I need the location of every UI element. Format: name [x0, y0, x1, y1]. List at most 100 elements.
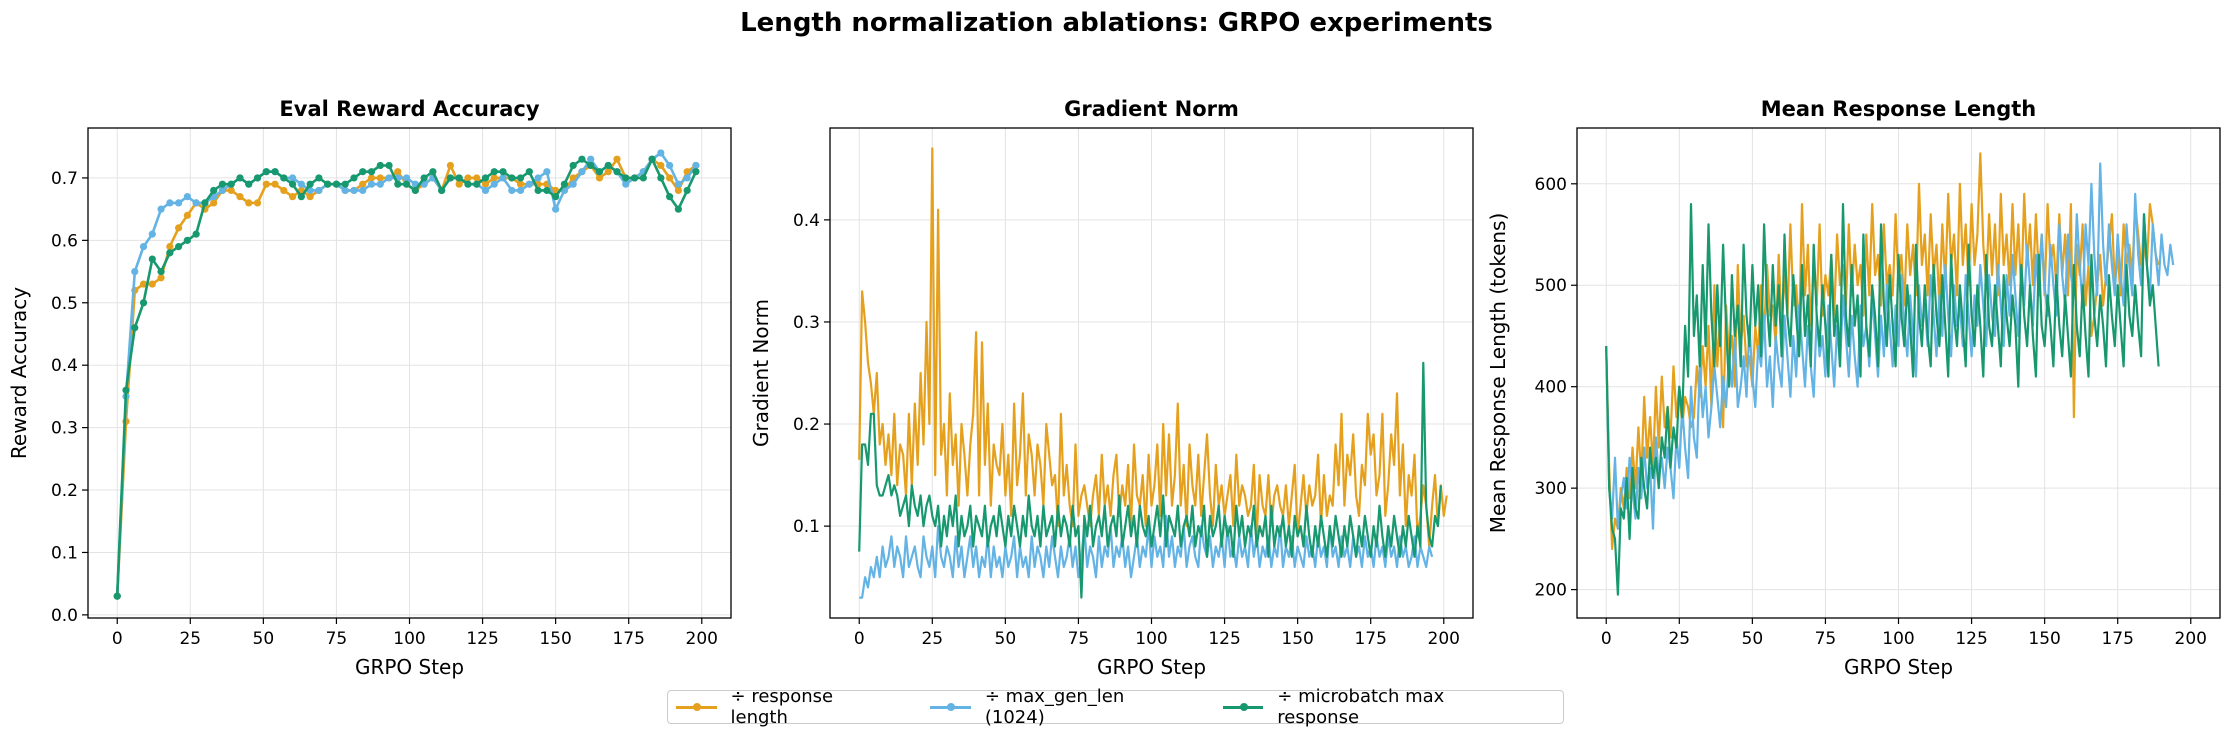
series-line: [858, 147, 1448, 548]
figure-title: Length normalization ablations: GRPO exp…: [740, 8, 1493, 38]
series-microbatch-max-response: [1605, 203, 2160, 596]
data-point: [350, 174, 358, 182]
y-tick-label: 0.3: [793, 313, 820, 333]
legend: ÷ response length ÷ max_gen_len (1024) ÷…: [667, 686, 1564, 728]
y-tick-label: 0.7: [51, 169, 78, 189]
data-point: [534, 186, 542, 195]
data-point: [508, 174, 516, 182]
series-line: [858, 361, 1442, 599]
data-point: [175, 199, 183, 207]
data-point: [271, 180, 279, 188]
x-tick-label: 150: [2028, 629, 2060, 649]
data-point: [131, 267, 139, 276]
data-point: [499, 174, 507, 182]
data-point: [578, 155, 586, 163]
data-point: [481, 186, 490, 195]
data-point: [516, 186, 525, 195]
series-microbatch-max-response: [858, 361, 1442, 599]
data-point: [288, 174, 297, 182]
y-tick-label: 200: [1535, 581, 1567, 601]
data-point: [420, 174, 428, 182]
data-point: [534, 174, 542, 182]
x-tick-label: 25: [1668, 629, 1690, 649]
legend-item-microbatch-max-response: ÷ microbatch max response: [1222, 686, 1523, 728]
data-point: [183, 211, 191, 219]
series-line: [115, 157, 697, 597]
x-tick-label: 0: [854, 629, 865, 649]
data-point: [569, 161, 577, 170]
data-point: [315, 186, 323, 195]
y-tick-label: 600: [1535, 175, 1567, 195]
data-point: [131, 324, 139, 332]
y-tick-label: 0.4: [51, 356, 78, 376]
data-point: [367, 174, 376, 182]
x-tick-label: 50: [995, 629, 1017, 649]
data-point: [157, 267, 165, 276]
panel-title: Mean Response Length: [1761, 97, 2037, 121]
data-point: [648, 155, 656, 163]
x-tick-label: 100: [393, 629, 425, 649]
data-point: [262, 180, 270, 188]
data-point: [385, 174, 393, 182]
data-point: [227, 180, 235, 188]
legend-label: ÷ microbatch max response: [1277, 686, 1445, 728]
panel-mean-response-length: 0 25 50 75 100 125 150 175 200 200 300 400 500 600 Mea…: [1486, 97, 2221, 679]
y-tick-label: 0.6: [51, 231, 78, 251]
data-point: [657, 161, 665, 170]
data-point: [157, 274, 165, 282]
series-microbatch-max-response: [113, 155, 700, 600]
data-point: [175, 242, 183, 251]
data-point: [262, 168, 270, 176]
data-point: [666, 161, 674, 170]
y-tick-label: 0.5: [51, 294, 78, 314]
data-point: [622, 174, 630, 182]
series-max-gen-len-1024: [859, 514, 1434, 599]
data-point: [464, 180, 472, 188]
data-point: [525, 180, 533, 188]
data-point: [376, 180, 384, 188]
data-point: [674, 180, 682, 188]
x-tick-label: 125: [466, 629, 498, 649]
series-line: [1605, 162, 2175, 530]
x-tick-label: 125: [1955, 629, 1987, 649]
x-tick-label: 150: [1281, 629, 1313, 649]
data-point: [139, 299, 148, 307]
data-point: [578, 168, 586, 176]
data-point: [552, 205, 560, 213]
data-point: [166, 242, 174, 251]
legend-item-max-gen-len: ÷ max_gen_len (1024): [930, 686, 1182, 728]
data-point: [481, 174, 490, 182]
x-tick-label: 0: [1601, 629, 1612, 649]
data-point: [376, 174, 384, 182]
data-point: [446, 174, 455, 182]
data-point: [464, 174, 472, 182]
data-point: [341, 180, 349, 188]
y-tick-label: 0.3: [51, 419, 78, 439]
data-point: [429, 168, 437, 176]
x-axis-label: GRPO Step: [1844, 655, 1953, 679]
data-point: [183, 236, 191, 244]
data-point: [587, 161, 595, 170]
data-point: [402, 174, 411, 182]
y-tick-label: 300: [1535, 479, 1567, 499]
x-tick-label: 150: [539, 629, 571, 649]
data-point: [236, 193, 244, 201]
data-point: [613, 168, 621, 176]
data-point: [218, 186, 227, 195]
x-axis-label: GRPO Step: [1097, 655, 1206, 679]
series-line: [115, 151, 697, 597]
x-tick-label: 175: [1354, 629, 1386, 649]
data-point: [516, 174, 525, 182]
y-tick-label: 0.2: [793, 415, 820, 435]
data-point: [148, 255, 156, 263]
data-point: [341, 186, 349, 195]
data-point: [288, 180, 297, 188]
series-line: [1605, 203, 2160, 596]
legend-swatch: [676, 700, 717, 714]
data-point: [657, 149, 665, 157]
data-point: [280, 174, 288, 182]
data-point: [148, 230, 156, 238]
data-point: [516, 180, 525, 188]
data-point: [253, 199, 262, 207]
